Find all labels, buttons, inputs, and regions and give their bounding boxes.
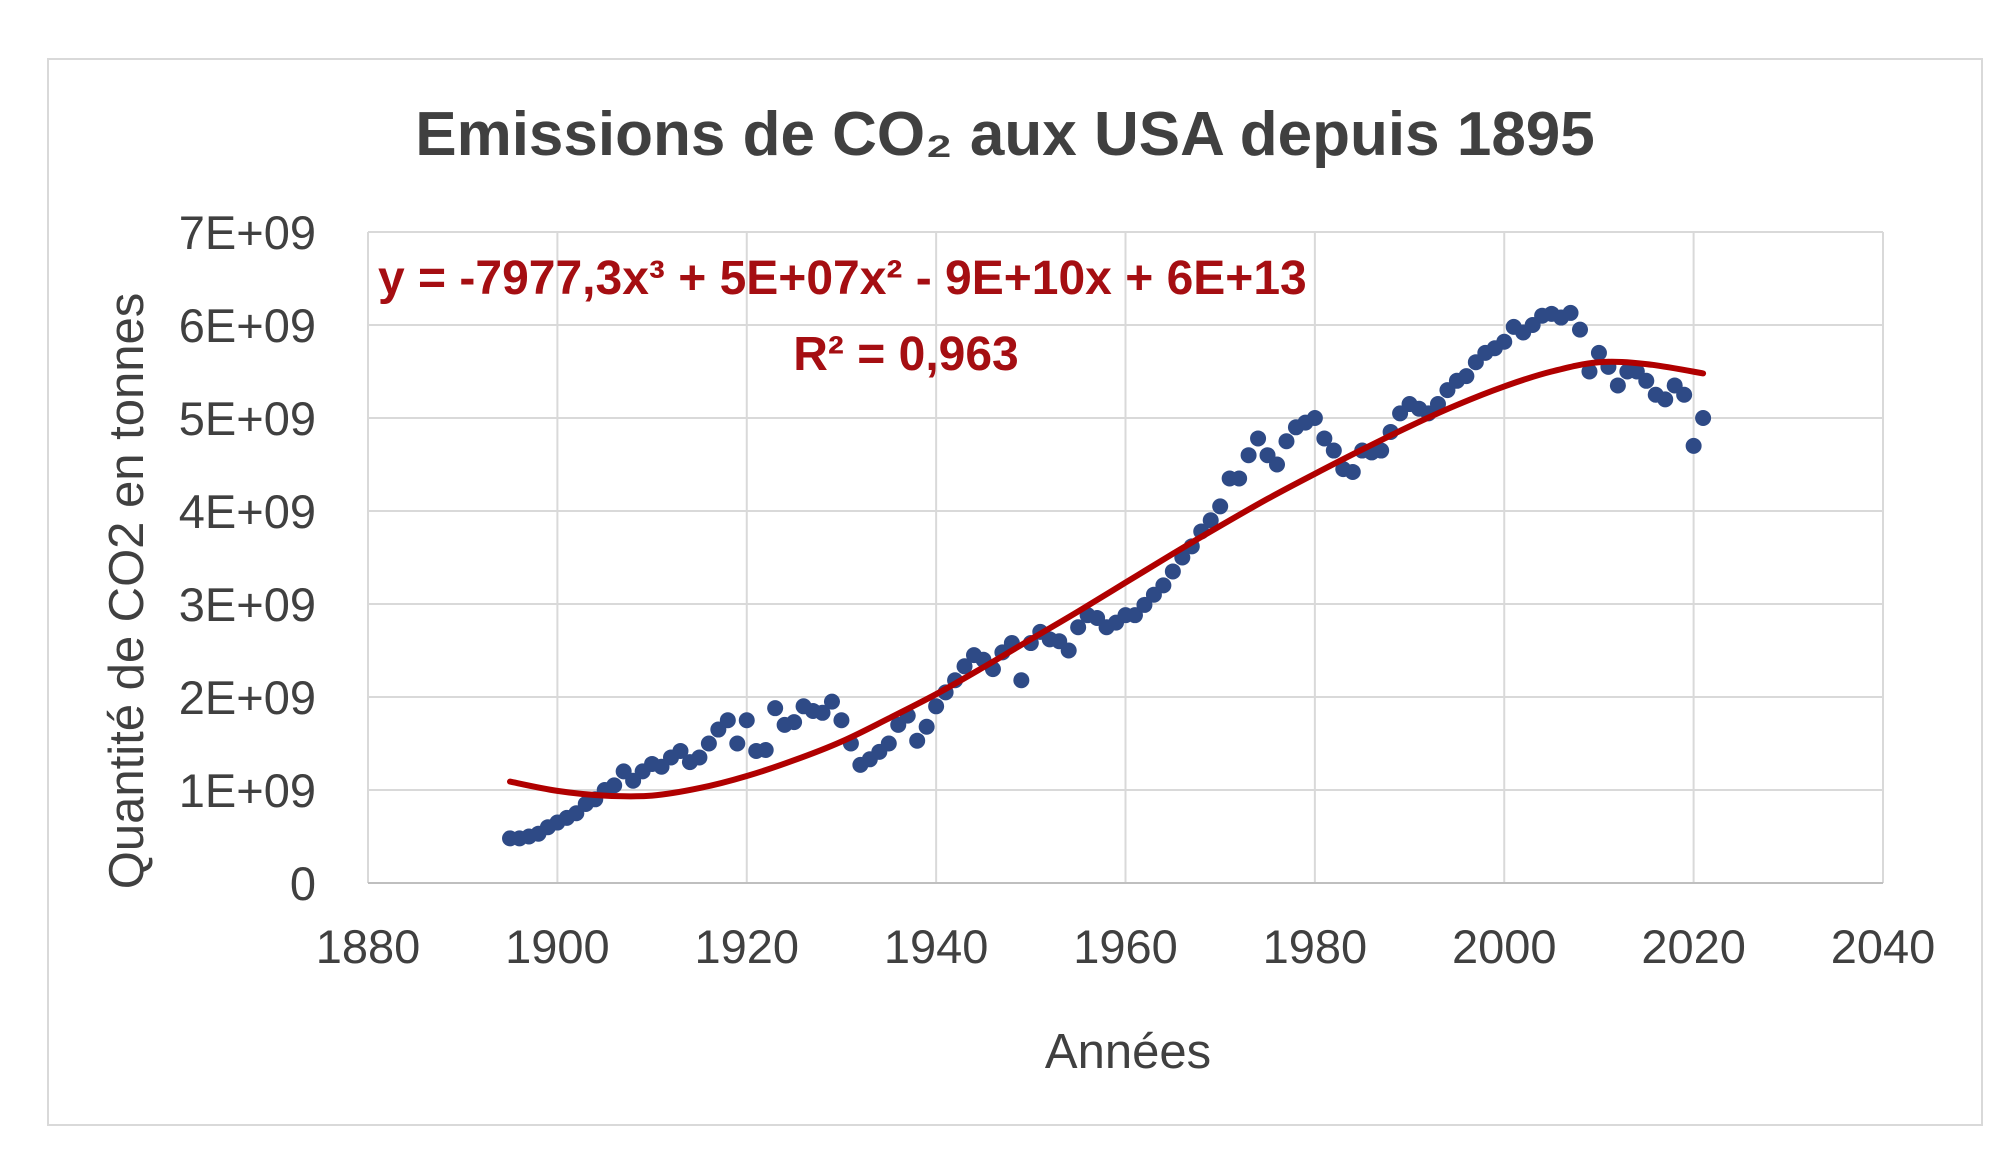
data-point — [1572, 321, 1588, 338]
data-point — [1638, 372, 1655, 389]
data-point — [606, 777, 623, 794]
data-point — [823, 693, 840, 710]
data-point — [1429, 396, 1446, 413]
data-point — [1676, 386, 1693, 403]
data-point — [786, 714, 803, 731]
y-tick-label: 7E+09 — [179, 206, 316, 259]
data-point — [1231, 470, 1248, 487]
data-point — [1126, 607, 1143, 624]
data-point — [1240, 447, 1257, 464]
y-tick-label: 6E+09 — [179, 299, 316, 352]
data-point — [833, 712, 850, 729]
x-tick-label: 2040 — [1831, 920, 1936, 973]
data-point — [767, 700, 784, 717]
data-point — [729, 735, 746, 752]
x-axis-label: Années — [1045, 1025, 1211, 1079]
data-point — [1269, 456, 1285, 473]
data-point — [814, 704, 831, 721]
data-point — [1202, 512, 1219, 529]
data-point — [928, 698, 945, 715]
y-tick-label: 0 — [290, 857, 316, 910]
data-point — [1496, 333, 1513, 350]
trendline-curve — [507, 358, 1707, 800]
y-axis-label: Quantité de CO2 en tonnes — [100, 293, 154, 890]
data-point — [1316, 430, 1333, 447]
data-point — [1581, 363, 1598, 380]
trendline-equation: y = -7977,3x³ + 5E+07x² - 9E+10x + 6E+13 — [378, 252, 1307, 305]
data-point — [1590, 344, 1607, 361]
y-tick-label: 3E+09 — [179, 578, 316, 631]
points-layer — [502, 304, 1712, 847]
x-tick-label: 1880 — [316, 920, 421, 973]
data-point — [880, 735, 897, 752]
data-point — [1458, 368, 1475, 385]
data-point — [672, 742, 689, 759]
data-point — [1695, 410, 1712, 426]
data-point — [719, 712, 736, 729]
data-point — [1013, 672, 1030, 689]
chart-frame — [47, 58, 1983, 1126]
data-point — [909, 732, 926, 749]
y-tick-label: 4E+09 — [179, 485, 316, 538]
data-point — [1609, 377, 1626, 394]
data-point — [738, 712, 755, 729]
data-point — [1212, 498, 1229, 515]
chart-title: Emissions de CO₂ aux USA depuis 1895 — [415, 100, 1595, 169]
data-point — [1325, 442, 1342, 459]
x-tick-label: 1940 — [884, 920, 989, 973]
y-tick-label: 2E+09 — [179, 671, 316, 724]
data-point — [918, 718, 935, 735]
data-point — [1250, 430, 1267, 447]
data-point — [1373, 442, 1390, 459]
x-tick-label: 1980 — [1263, 920, 1368, 973]
y-tick-label: 5E+09 — [179, 392, 316, 445]
data-point — [1278, 433, 1295, 450]
x-tick-label: 1920 — [694, 920, 799, 973]
data-point — [1685, 437, 1702, 454]
data-point — [1070, 619, 1087, 636]
trendline-r2: R² = 0,963 — [793, 328, 1018, 381]
data-point — [757, 742, 774, 759]
y-tick-label: 1E+09 — [179, 764, 316, 817]
data-point — [1060, 642, 1077, 659]
data-point — [1657, 391, 1674, 408]
data-point — [956, 658, 973, 675]
data-point — [1136, 596, 1153, 613]
data-point — [1164, 563, 1181, 580]
data-point — [1155, 577, 1172, 594]
trendline-layer — [507, 358, 1707, 800]
data-point — [700, 735, 717, 752]
axis-layer: 1880 1900 1920 1940 1960 1980 2000 2020 2040 0 1E+… — [179, 206, 1936, 973]
x-tick-label: 1960 — [1073, 920, 1178, 973]
x-tick-label: 1900 — [505, 920, 610, 973]
data-point — [1344, 463, 1361, 480]
x-tick-label: 2020 — [1641, 920, 1746, 973]
grid-layer — [367, 231, 1884, 884]
data-point — [1306, 410, 1323, 426]
data-point — [691, 749, 708, 766]
x-tick-label: 2000 — [1452, 920, 1557, 973]
data-point — [1562, 304, 1579, 321]
